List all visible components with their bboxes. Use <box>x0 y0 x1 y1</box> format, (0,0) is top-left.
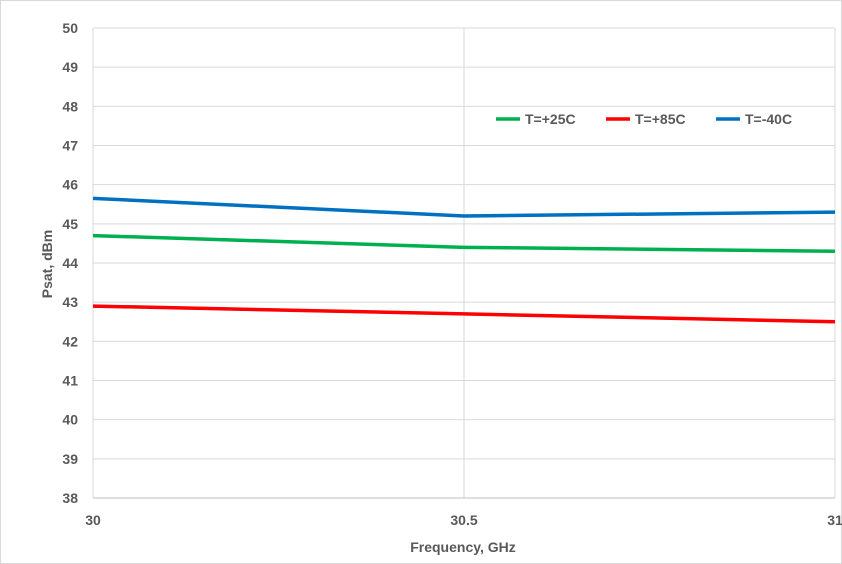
legend-label: T=+25C <box>525 111 576 127</box>
y-tick-label: 48 <box>62 98 78 114</box>
tick-labels: 38 39 40 41 42 43 44 45 46 47 48 49 50 30 30.5 31 <box>62 20 842 528</box>
series-line-0 <box>92 233 836 253</box>
y-tick-label: 46 <box>62 177 78 193</box>
x-tick-label: 30 <box>85 512 101 528</box>
y-tick-label: 40 <box>62 412 78 428</box>
x-tick-label: 31 <box>827 512 842 528</box>
y-tick-label: 50 <box>62 20 78 36</box>
y-tick-label: 47 <box>62 138 78 154</box>
y-tick-label: 43 <box>62 294 78 310</box>
series-line-1 <box>92 304 836 324</box>
x-axis-title: Frequency, GHz <box>410 539 516 555</box>
legend-label: T=-40C <box>745 111 792 127</box>
legend: T=+25C T=+85C T=-40C <box>496 111 792 127</box>
legend-label: T=+85C <box>635 111 686 127</box>
y-tick-label: 49 <box>62 59 78 75</box>
y-tick-label: 45 <box>62 216 78 232</box>
y-tick-label: 41 <box>62 373 78 389</box>
y-tick-label: 38 <box>62 490 78 506</box>
gridlines <box>92 27 836 499</box>
series-line-2 <box>92 196 836 218</box>
x-tick-label: 30.5 <box>450 512 477 528</box>
y-tick-label: 42 <box>62 333 78 349</box>
y-axis-title: Psat, dBm <box>39 230 55 298</box>
y-tick-label: 44 <box>62 255 78 271</box>
series-lines <box>92 196 836 324</box>
y-tick-label: 39 <box>62 451 78 467</box>
